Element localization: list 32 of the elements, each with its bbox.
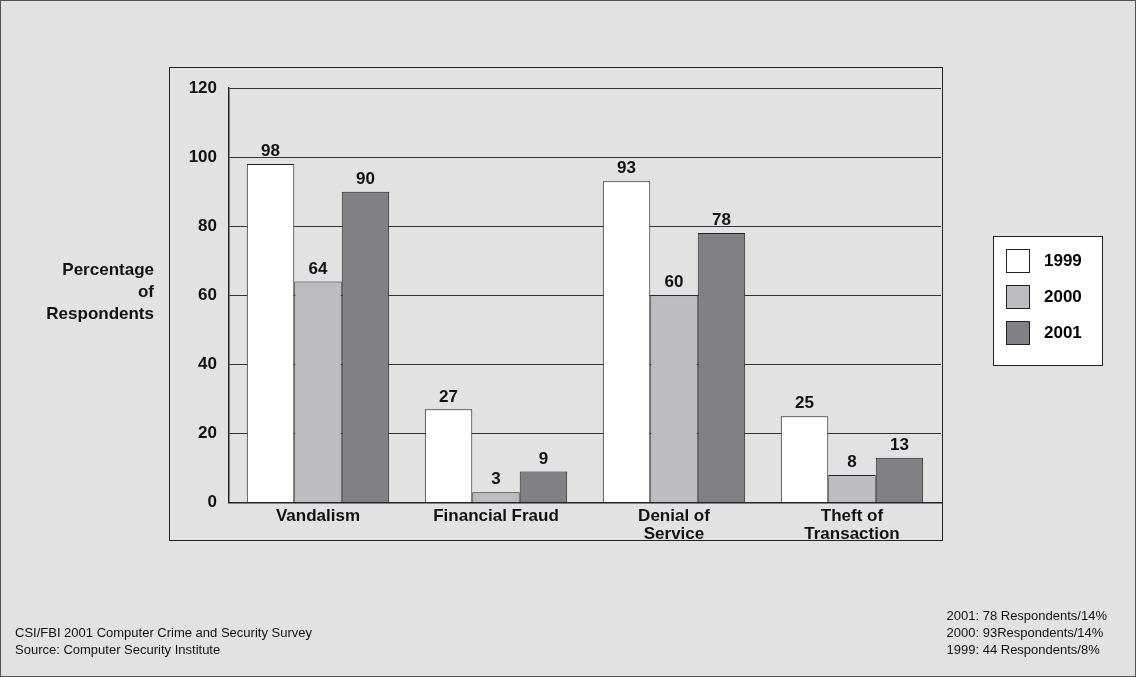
data-label: 8: [847, 452, 857, 472]
data-label: 9: [538, 448, 549, 468]
y-tick-label: 120: [188, 77, 217, 97]
data-label: 13: [890, 434, 909, 454]
legend-label: 2000: [1044, 287, 1082, 307]
y-tick-label: 40: [198, 354, 217, 374]
legend-label: 1999: [1044, 251, 1082, 271]
text: CSI/FBI 2001 Computer Crime and Security Survey: [15, 624, 312, 641]
x-tick-label: Denial of Service: [638, 505, 711, 544]
x-tick-label: Theft of Transaction: [804, 505, 900, 544]
y-axis-title: Percentage of Respondents: [46, 259, 155, 323]
x-tick-label: Financial Fraud: [433, 505, 559, 525]
data-label: 78: [712, 210, 731, 230]
data-label: 27: [439, 386, 458, 406]
legend-label: 2001: [1044, 323, 1082, 343]
data-label: 64: [308, 258, 328, 278]
data-label: 90: [356, 168, 375, 188]
y-tick-label: 100: [188, 146, 217, 166]
text: 2000: 93Respondents/14%: [946, 624, 1105, 641]
x-tick-label: Vandalism: [275, 505, 361, 525]
data-label: 60: [664, 272, 684, 292]
text: 2001: 78 Respondents/14%: [946, 607, 1107, 624]
data-label: 98: [261, 141, 280, 161]
y-tick-label: 80: [198, 215, 217, 235]
data-label: 93: [617, 158, 636, 178]
text: 1999: 44 Respondents/8%: [946, 641, 1101, 658]
y-tick-label: 60: [198, 284, 217, 304]
source-note: Source: Computer Security Institute: [15, 641, 222, 658]
y-tick-label: 20: [198, 423, 217, 443]
y-tick-label: 0: [207, 492, 217, 512]
data-label: 25: [795, 393, 814, 413]
data-label: 3: [491, 469, 501, 489]
